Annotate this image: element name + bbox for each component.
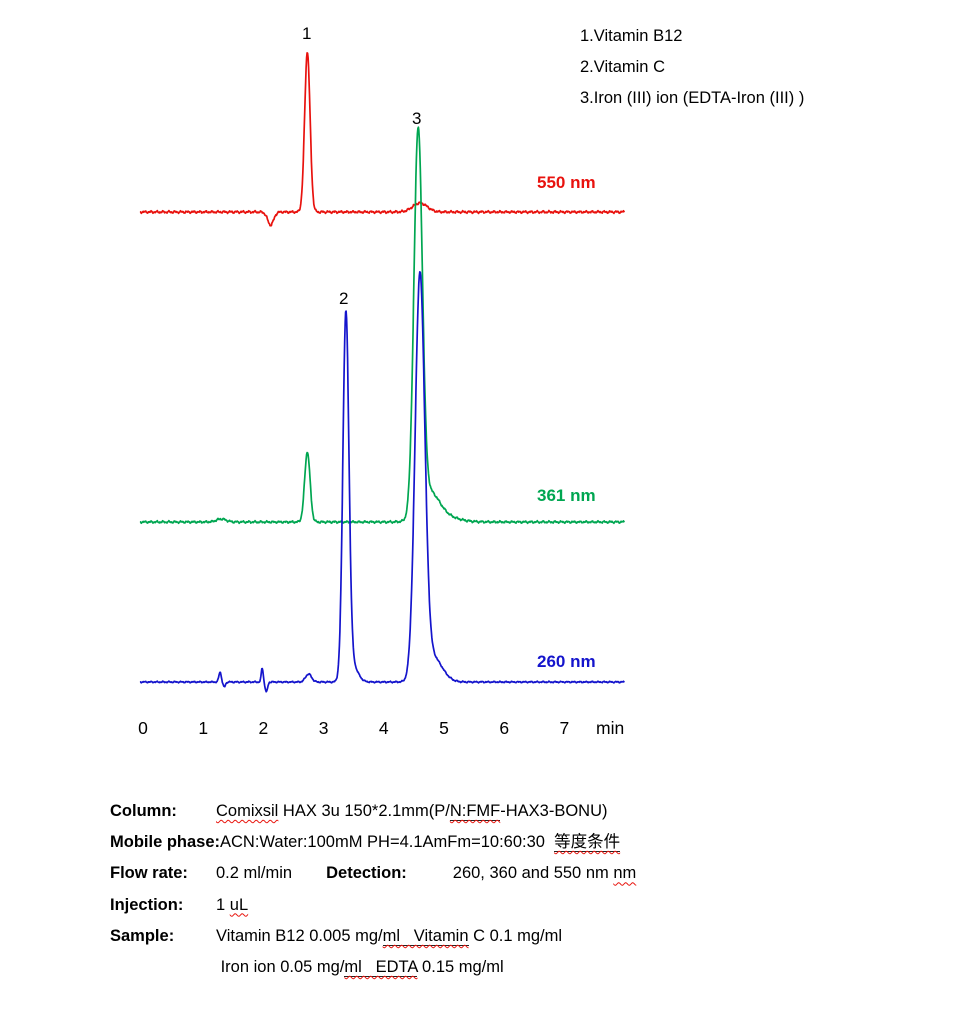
method-text: 等度条件 [554, 833, 621, 853]
method-text: nm [613, 864, 637, 883]
peak-number-3: 3 [412, 109, 422, 128]
method-label: Injection: [110, 895, 184, 914]
wavelength-label-260nm: 260 nm [537, 652, 596, 671]
wavelength-label-361nm: 361 nm [537, 486, 596, 505]
method-value: Comixsil HAX 3u 150*2.1mm(P/N:FMF-HAX3-B… [216, 796, 608, 827]
peak-legend: 1.Vitamin B12 2.Vitamin C 3.Iron (III) i… [580, 21, 804, 114]
x-tick-0: 0 [138, 718, 148, 738]
trace-361-nm [139, 126, 626, 525]
method-text: Vitamin B12 0.005 mg/ [216, 926, 383, 945]
method-label: Mobile phase: [110, 833, 221, 852]
wavelength-label-550nm: 550 nm [537, 173, 596, 192]
method-text: Iron ion 0.05 mg/ [216, 958, 345, 977]
method-value: 1 uL [216, 890, 248, 921]
x-tick-3: 3 [318, 718, 329, 738]
method-row: Column: Comixsil HAX 3u 150*2.1mm(P/N:FMF… [110, 796, 636, 827]
method-value: ACN:Water:100mM PH=4.1AmFm=10:60:30 等度条件 [220, 827, 621, 858]
method-text: uL [229, 895, 249, 914]
method-row: Iron ion 0.05 mg/ml EDTA 0.15 mg/ml [110, 952, 636, 983]
method-value: Iron ion 0.05 mg/ml EDTA 0.15 mg/ml [216, 952, 504, 983]
legend-item-iron-edta: 3.Iron (III) ion (EDTA-Iron (III) ) [580, 89, 805, 107]
method-row: Injection: 1 uL [110, 890, 636, 921]
legend-item-vitamin-c: 2.Vitamin C [580, 58, 665, 76]
method-text: Comixsil [216, 802, 279, 820]
method-text: C 0.1 mg/ml [468, 926, 563, 945]
x-tick-2: 2 [258, 718, 269, 738]
method-text: 260, 360 and 550 nm [452, 864, 614, 883]
method-text: HAX 3u 150*2.1mm(P/ [278, 802, 450, 820]
peak-number-1: 1 [302, 24, 312, 43]
x-tick-7: 7 [559, 718, 570, 738]
method-label: Column: [110, 802, 177, 820]
method-value: Vitamin B12 0.005 mg/ml Vitamin C 0.1 mg… [216, 921, 562, 952]
method-label: Sample: [110, 926, 175, 945]
peak-number-2: 2 [339, 289, 349, 308]
method-text: ml Vitamin [382, 926, 469, 946]
method-row: Mobile phase: ACN:Water:100mM PH=4.1AmFm=… [110, 827, 636, 858]
method-text: 1 [216, 895, 230, 914]
x-tick-6: 6 [499, 718, 510, 738]
method-label: Flow rate: [110, 864, 188, 883]
legend-item-vitamin-b12: 1.Vitamin B12 [580, 27, 683, 45]
method-text: Detection: [326, 864, 407, 883]
trace-550-nm [139, 52, 626, 227]
method-row: Sample: Vitamin B12 0.005 mg/ml Vitamin C… [110, 921, 636, 952]
method-text: -HAX3-BONU) [500, 802, 608, 820]
x-axis-unit: min [596, 718, 625, 738]
x-tick-5: 5 [439, 718, 449, 738]
method-details: Column: Comixsil HAX 3u 150*2.1mm(P/N:FMF… [110, 796, 636, 983]
method-text: 0.15 mg/ml [417, 958, 504, 977]
trace-260-nm [139, 271, 625, 693]
method-text: 0.2 ml/min [216, 864, 293, 883]
method-label [110, 952, 216, 983]
method-text: ml EDTA [344, 958, 418, 978]
x-tick-4: 4 [378, 718, 389, 738]
method-row: Flow rate: 0.2 ml/min Detection: 260, 360 a… [110, 858, 636, 889]
method-text: ACN:Water:100mM PH=4.1AmFm=10:60:30 [220, 833, 555, 852]
method-text: N:FMF [449, 802, 501, 821]
method-value: 0.2 ml/min Detection: 260, 360 and 550 nm … [216, 858, 636, 889]
x-tick-1: 1 [198, 718, 209, 738]
